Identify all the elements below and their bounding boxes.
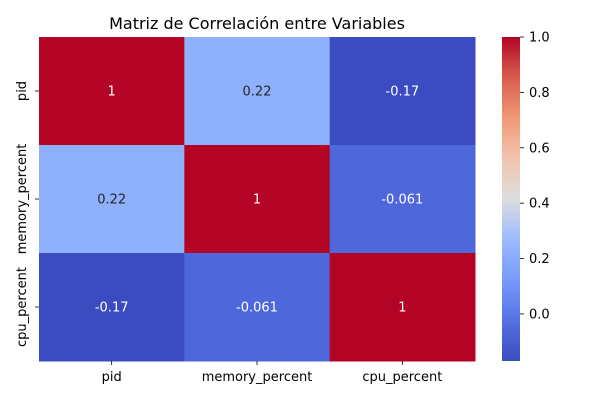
heatmap-cell [39,37,185,146]
heatmap-cell [184,145,331,254]
y-tick-label: pid [15,81,30,101]
cell-value-label: -0.061 [381,193,423,208]
heatmap-cells: 1 0.22 -0.17 0.22 1 -0.061 -0.17 -0.061 1 [39,37,476,362]
heatmap-cell [329,145,476,254]
colorbar: 0.0 0.2 0.4 0.6 0.8 1.0 [502,31,550,361]
heatmap-cell [329,37,476,146]
heatmap-cell [39,145,185,254]
x-tick-label: memory_percent [202,370,313,385]
cell-value-label: -0.17 [386,85,420,100]
colorbar-tick-label: 1.0 [529,31,550,46]
colorbar-tick-label: 0.6 [529,141,550,156]
cell-value-label: 0.22 [97,193,126,208]
x-tick-label: pid [102,370,122,385]
colorbar-tick-label: 0.8 [529,86,550,101]
heatmap-cell [184,253,331,362]
cell-value-label: 0.22 [243,85,272,100]
cell-value-label: -0.061 [236,301,278,316]
heatmap-cell [39,253,185,362]
colorbar-tick-label: 0.4 [529,197,550,212]
heatmap-cell [329,253,476,362]
chart-title: Matriz de Correlación entre Variables [109,14,405,33]
colorbar-tick-label: 0.2 [529,252,550,267]
y-axis: pid memory_percent cpu_percent [15,81,39,347]
cell-value-label: -0.17 [95,301,129,316]
cell-value-label: 1 [253,193,261,208]
x-axis: pid memory_percent cpu_percent [102,361,442,385]
colorbar-tick-label: 0.0 [529,307,550,322]
y-tick-label: cpu_percent [15,267,30,347]
heatmap-cell [184,37,331,146]
colorbar-gradient [502,37,520,361]
x-tick-label: cpu_percent [362,370,442,385]
cell-value-label: 1 [398,301,406,316]
y-tick-label: memory_percent [15,144,30,255]
cell-value-label: 1 [108,85,116,100]
